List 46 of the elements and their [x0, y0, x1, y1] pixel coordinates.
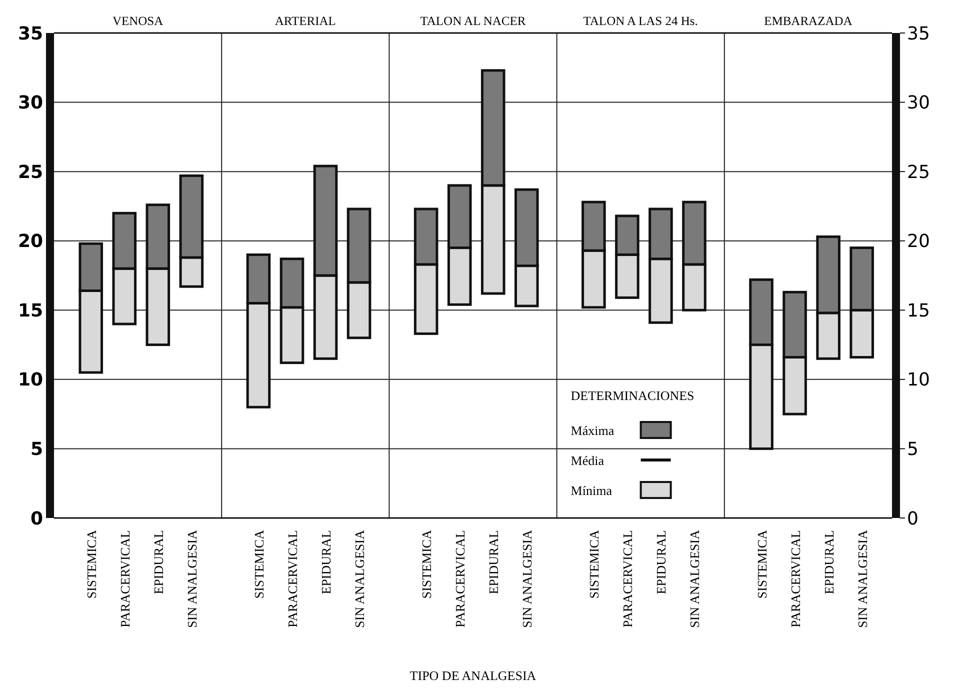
x-tick-label: PARACERVICAL — [117, 530, 132, 628]
y2-tick-label: 30 — [907, 92, 930, 114]
x-tick-label: EPIDURAL — [150, 530, 166, 594]
y2-tick-label: 25 — [907, 162, 930, 183]
x-tick-label: EPIDURAL — [821, 530, 836, 594]
y-tick-label: 35 — [18, 23, 43, 44]
y-tick-label: 10 — [18, 370, 43, 391]
y2-tick-label: 0 — [907, 508, 918, 530]
y-tick-label: 20 — [18, 231, 43, 252]
x-tick-label: SIN ANALGESIA — [352, 529, 368, 628]
y2-tick-label: 10 — [907, 370, 930, 391]
x-tick-label: SISTEMICA — [419, 529, 434, 599]
x-axis-title: TIPO DE ANALGESIA — [410, 668, 537, 683]
x-tick-label: SIN ANALGESIA — [854, 529, 870, 628]
annotation: Média — [570, 453, 604, 468]
y-tick-label: 25 — [18, 162, 43, 183]
text: EMBARAZADA — [764, 14, 852, 28]
x-tick-label: SIN ANALGESIA — [687, 529, 702, 628]
y2-tick-label: 35 — [907, 23, 930, 44]
legend-label: Máxima — [570, 423, 614, 438]
x-tick-label: PARACERVICAL — [788, 530, 803, 628]
y-tick-label: 15 — [18, 300, 43, 322]
text: TALON A LAS 24 Hs. — [583, 14, 698, 28]
x-tick-label: SIN ANALGESIA — [184, 529, 200, 628]
x-tick-label: SISTEMICA — [754, 529, 770, 599]
x-tick-label: EPIDURAL — [486, 530, 502, 594]
x-tick-label: PARACERVICAL — [452, 530, 468, 628]
y-tick-label: 0 — [30, 508, 43, 530]
legend-label: Mínima — [570, 483, 612, 498]
x-tick-label: PARACERVICAL — [284, 530, 300, 628]
legend-title: DETERMINACIONES — [570, 388, 694, 403]
text: TALON AL NACER — [420, 14, 526, 28]
y-tick-label: 30 — [18, 92, 43, 114]
x-tick-label: SISTEMICA — [84, 529, 99, 599]
text: ARTERIAL — [274, 14, 336, 28]
y2-tick-label: 5 — [907, 439, 918, 460]
y2-tick-label: 20 — [907, 231, 930, 252]
x-tick-label: EPIDURAL — [654, 530, 669, 594]
x-tick-label: SIN ANALGESIA — [520, 529, 535, 628]
y2-tick-label: 15 — [907, 300, 930, 322]
x-tick-label: EPIDURAL — [318, 530, 334, 594]
y-tick-label: 5 — [30, 439, 43, 460]
x-tick-label: PARACERVICAL — [620, 530, 636, 628]
x-tick-label: SISTEMICA — [586, 529, 602, 599]
x-tick-label: SISTEMICA — [251, 529, 266, 599]
text: VENOSA — [112, 14, 164, 28]
